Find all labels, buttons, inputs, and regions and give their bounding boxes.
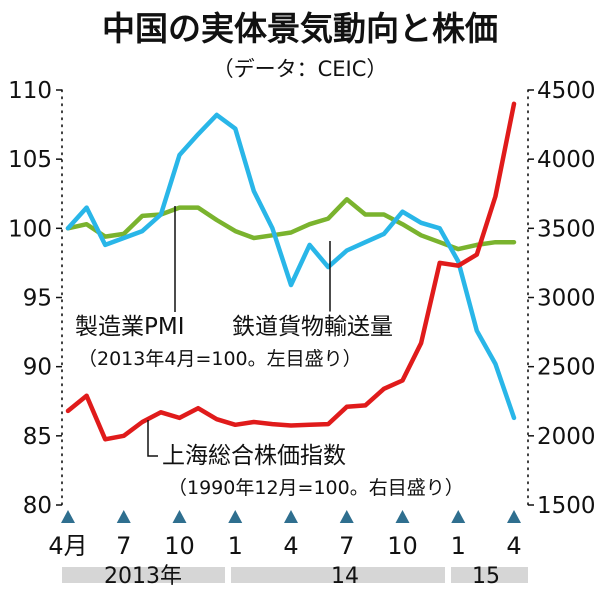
x-tick-label: 10 (387, 532, 418, 560)
x-tick-marker (172, 510, 187, 523)
x-tick-label: 10 (164, 532, 195, 560)
left-tick-label: 105 (8, 147, 52, 173)
right-axis: 1500 2000 2500 3000 3500 4000 4500 (528, 78, 596, 519)
left-tick-label: 110 (8, 78, 52, 104)
stock-label: 上海総合株価指数 (162, 443, 346, 469)
right-tick-label: 2000 (537, 424, 596, 450)
x-tick-label: 7 (339, 532, 354, 560)
x-tick-marker (507, 510, 521, 523)
left-tick-label: 85 (23, 424, 52, 450)
left-tick-label: 95 (23, 286, 52, 312)
stock-leader (147, 420, 158, 457)
shanghai-index-line (65, 101, 517, 442)
x-tick-label: 7 (116, 532, 131, 560)
right-tick-label: 1500 (537, 493, 596, 519)
left-tick-label: 80 (23, 493, 52, 519)
x-tick-label: 4 (506, 532, 521, 560)
right-tick-label: 3000 (537, 286, 596, 312)
left-tick-label: 100 (8, 216, 52, 242)
year-band-2014 (231, 567, 445, 583)
x-tick-marker (228, 510, 243, 523)
x-tick-label: 1 (451, 532, 466, 560)
right-scale-note: （1990年12月=100。右目盛り） (168, 477, 464, 499)
left-tick-label: 90 (23, 355, 52, 381)
rail-label: 鉄道貨物輸送量 (232, 314, 393, 340)
pmi-label: 製造業PMI (75, 314, 185, 340)
rail-freight-line (65, 112, 517, 421)
left-axis: 80 85 90 95 100 105 110 (8, 78, 62, 519)
x-tick-marker (116, 510, 131, 523)
right-tick-label: 4500 (537, 78, 596, 104)
year-band-2015 (451, 567, 528, 583)
x-tick-label: 4 (283, 532, 298, 560)
right-tick-label: 2500 (537, 355, 596, 381)
x-tick-marker (284, 510, 298, 523)
left-scale-note: （2013年4月=100。左目盛り） (78, 348, 362, 370)
x-tick-label: 1 (228, 532, 243, 560)
x-axis: 4月 7 10 1 4 7 10 1 4 (48, 510, 522, 560)
x-tick-marker (339, 510, 354, 523)
x-tick-marker (395, 510, 410, 523)
year-label-2014: 14 (331, 564, 359, 589)
pmi-line (65, 197, 517, 252)
chart-source: （データ：CEIC） (213, 57, 388, 81)
year-label-2015: 15 (472, 564, 500, 589)
right-tick-label: 3500 (537, 216, 596, 242)
x-tick-marker (61, 510, 75, 523)
series-layer (65, 101, 517, 442)
x-tick-label: 4月 (48, 532, 87, 560)
chart-title: 中国の実体景気動向と株価 (102, 9, 498, 48)
year-band-2013 (62, 567, 225, 583)
year-label-2013: 2013年 (104, 564, 182, 589)
leader-lines (147, 206, 331, 457)
x-tick-marker (451, 510, 466, 523)
right-tick-label: 4000 (537, 147, 596, 173)
